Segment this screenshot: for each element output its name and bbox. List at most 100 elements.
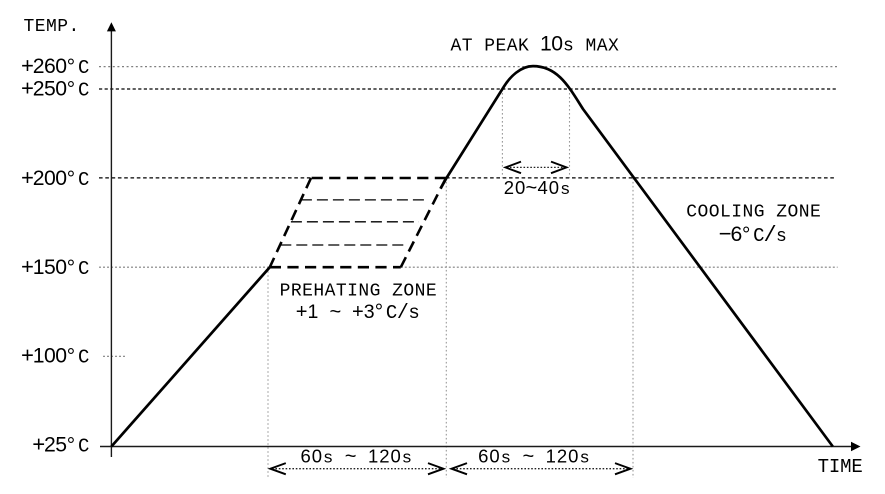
svg-text:Z: Z bbox=[776, 202, 787, 222]
svg-text:0: 0 bbox=[55, 167, 67, 190]
svg-text:O: O bbox=[403, 281, 414, 301]
svg-text:6: 6 bbox=[478, 446, 488, 467]
svg-text:K: K bbox=[518, 36, 529, 56]
svg-text:°: ° bbox=[65, 169, 78, 192]
svg-text:O: O bbox=[709, 202, 720, 222]
svg-text:°: ° bbox=[65, 436, 78, 459]
svg-text:C: C bbox=[78, 169, 89, 191]
svg-text:R: R bbox=[291, 281, 302, 301]
svg-text:G: G bbox=[370, 281, 381, 301]
svg-text:C: C bbox=[78, 258, 89, 280]
svg-text:3: 3 bbox=[364, 301, 375, 323]
svg-text:M: M bbox=[46, 17, 57, 37]
svg-text:5: 5 bbox=[55, 434, 67, 457]
svg-text:0: 0 bbox=[44, 345, 56, 368]
svg-text:A: A bbox=[451, 36, 462, 56]
svg-text:°: ° bbox=[65, 57, 78, 80]
svg-text:P: P bbox=[280, 281, 291, 301]
svg-text:T: T bbox=[818, 456, 829, 478]
svg-text:G: G bbox=[754, 202, 765, 222]
svg-text:2: 2 bbox=[33, 55, 45, 78]
svg-text:0: 0 bbox=[390, 446, 400, 467]
svg-text:2: 2 bbox=[504, 177, 514, 198]
svg-text:6: 6 bbox=[44, 55, 56, 78]
svg-text:6: 6 bbox=[300, 446, 310, 467]
svg-text:E: E bbox=[810, 202, 821, 222]
svg-text:~: ~ bbox=[525, 178, 537, 201]
svg-text:A: A bbox=[507, 36, 518, 56]
svg-text:C: C bbox=[78, 436, 89, 458]
svg-text:−: − bbox=[719, 223, 732, 248]
svg-text:1: 1 bbox=[540, 32, 552, 55]
svg-text:N: N bbox=[415, 281, 426, 301]
svg-text:Z: Z bbox=[392, 281, 403, 301]
svg-text:0: 0 bbox=[312, 446, 322, 467]
svg-text:T: T bbox=[336, 281, 347, 301]
svg-text:T: T bbox=[462, 36, 473, 56]
svg-text:C: C bbox=[78, 57, 89, 79]
svg-text:5: 5 bbox=[44, 77, 56, 100]
svg-text:C: C bbox=[78, 347, 89, 369]
svg-text:C: C bbox=[753, 225, 764, 247]
svg-text:E: E bbox=[496, 36, 507, 56]
svg-text:/: / bbox=[764, 223, 777, 248]
svg-text:2: 2 bbox=[33, 77, 45, 100]
svg-text:s: s bbox=[563, 36, 574, 56]
svg-text:°: ° bbox=[65, 347, 78, 370]
svg-text:+: + bbox=[21, 55, 34, 80]
svg-text:1: 1 bbox=[33, 256, 45, 279]
svg-text:M: M bbox=[840, 456, 851, 478]
svg-text:~: ~ bbox=[329, 302, 341, 325]
svg-text:O: O bbox=[787, 202, 798, 222]
svg-text:A: A bbox=[325, 281, 336, 301]
svg-text:0: 0 bbox=[44, 167, 56, 190]
svg-text:s: s bbox=[579, 450, 589, 469]
svg-text:s: s bbox=[501, 450, 511, 469]
svg-text:+: + bbox=[21, 167, 34, 192]
svg-text:1: 1 bbox=[546, 446, 556, 467]
svg-text:A: A bbox=[597, 36, 608, 56]
svg-text:~: ~ bbox=[345, 447, 357, 470]
svg-text:s: s bbox=[402, 450, 412, 469]
svg-text:0: 0 bbox=[55, 77, 67, 100]
svg-text:+: + bbox=[32, 434, 45, 459]
svg-text:2: 2 bbox=[557, 446, 567, 467]
svg-text:I: I bbox=[347, 281, 358, 301]
svg-text:0: 0 bbox=[55, 256, 67, 279]
svg-text:°: ° bbox=[65, 79, 78, 102]
svg-text:2: 2 bbox=[379, 446, 389, 467]
svg-text:I: I bbox=[829, 456, 840, 478]
svg-text:P: P bbox=[484, 36, 495, 56]
svg-text:2: 2 bbox=[33, 167, 45, 190]
svg-text:T: T bbox=[24, 17, 35, 37]
svg-text:N: N bbox=[799, 202, 810, 222]
svg-text:/: / bbox=[397, 302, 409, 325]
svg-text:+: + bbox=[352, 302, 364, 325]
svg-text:E: E bbox=[302, 281, 313, 301]
svg-text:s: s bbox=[560, 181, 570, 200]
svg-text:~: ~ bbox=[522, 447, 534, 470]
svg-text:1: 1 bbox=[368, 446, 378, 467]
svg-text:N: N bbox=[742, 202, 753, 222]
svg-text:0: 0 bbox=[55, 345, 67, 368]
svg-text:2: 2 bbox=[44, 434, 56, 457]
svg-text:6: 6 bbox=[730, 223, 742, 246]
svg-text:5: 5 bbox=[44, 256, 56, 279]
svg-text:s: s bbox=[323, 450, 333, 469]
svg-text:+: + bbox=[21, 345, 34, 370]
svg-text:N: N bbox=[358, 281, 369, 301]
svg-text:O: O bbox=[697, 202, 708, 222]
svg-text:P: P bbox=[57, 17, 68, 37]
svg-text:0: 0 bbox=[515, 177, 525, 198]
svg-text:1: 1 bbox=[33, 345, 45, 368]
svg-text:C: C bbox=[386, 302, 397, 324]
svg-text:E: E bbox=[851, 456, 862, 478]
svg-text:0: 0 bbox=[549, 177, 559, 198]
svg-text:s: s bbox=[776, 227, 787, 247]
svg-text:s: s bbox=[408, 302, 419, 324]
svg-text:L: L bbox=[720, 202, 731, 222]
svg-text:X: X bbox=[608, 36, 619, 56]
svg-text:+: + bbox=[21, 77, 34, 102]
svg-text:I: I bbox=[731, 202, 742, 222]
svg-text:0: 0 bbox=[489, 446, 499, 467]
